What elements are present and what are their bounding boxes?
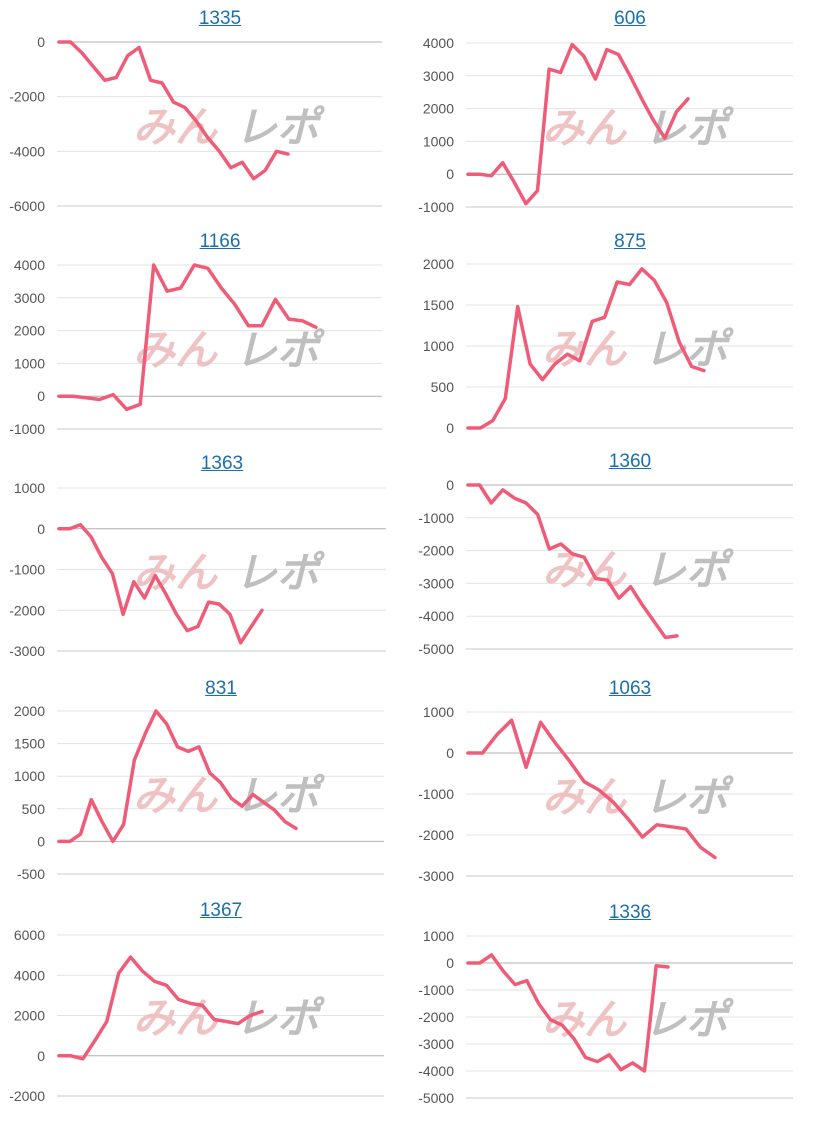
- watermark-logo: みんレポ: [133, 102, 325, 151]
- y-tick-label: -2000: [418, 1009, 454, 1025]
- y-tick-label: 0: [37, 388, 45, 404]
- svg-text:レポ: レポ: [644, 545, 734, 594]
- svg-text:レポ: レポ: [644, 995, 734, 1044]
- y-tick-label: -4000: [418, 1063, 454, 1079]
- svg-text:レポ: レポ: [235, 325, 325, 374]
- y-tick-label: 1500: [14, 736, 45, 752]
- y-tick-label: 1000: [14, 355, 45, 371]
- line-chart: 4000 3000 2000 1000 0 -1000 みんレポ: [0, 241, 409, 451]
- y-tick-label: 0: [37, 1048, 45, 1064]
- y-tick-label: -5000: [418, 1090, 454, 1106]
- y-tick-label: -3000: [418, 868, 454, 884]
- y-tick-label: 1000: [423, 704, 454, 720]
- y-tick-label: 1000: [423, 928, 454, 944]
- series-line: [59, 525, 262, 643]
- y-tick-label: -500: [17, 866, 45, 882]
- y-tick-label: 4000: [423, 35, 454, 51]
- y-tick-label: 0: [37, 833, 45, 849]
- svg-text:みん: みん: [542, 103, 628, 152]
- y-tick-label: -1000: [418, 786, 454, 802]
- svg-text:みん: みん: [133, 771, 219, 820]
- line-chart: 1000 0 -1000 -2000 -3000 みんレポ: [0, 464, 409, 674]
- y-tick-label: 0: [37, 34, 45, 50]
- svg-text:みん: みん: [133, 994, 219, 1043]
- y-tick-label: 4000: [14, 257, 45, 273]
- line-chart: 1000 0 -1000 -2000 -3000 みんレポ: [409, 688, 818, 898]
- svg-text:レポ: レポ: [235, 771, 325, 820]
- svg-text:レポ: レポ: [235, 548, 325, 597]
- y-tick-label: 0: [446, 420, 454, 436]
- y-tick-label: 2000: [14, 1008, 45, 1024]
- y-tick-label: 3000: [14, 290, 45, 306]
- y-tick-label: 0: [446, 477, 454, 493]
- y-tick-label: 0: [446, 745, 454, 761]
- watermark-logo: みんレポ: [542, 772, 734, 821]
- y-tick-label: 0: [446, 955, 454, 971]
- y-tick-label: 0: [446, 166, 454, 182]
- y-tick-label: -3000: [418, 575, 454, 591]
- y-tick-label: -4000: [9, 143, 45, 159]
- y-tick-label: 2000: [423, 256, 454, 272]
- y-tick-label: 2000: [423, 101, 454, 117]
- y-tick-label: -2000: [9, 602, 45, 618]
- y-tick-label: 6000: [14, 927, 45, 943]
- y-tick-label: 500: [431, 379, 455, 395]
- y-tick-label: -1000: [9, 562, 45, 578]
- svg-text:レポ: レポ: [644, 772, 734, 821]
- svg-text:みん: みん: [133, 548, 219, 597]
- y-tick-label: 1500: [423, 297, 454, 313]
- y-tick-label: -1000: [418, 199, 454, 215]
- svg-text:みん: みん: [542, 995, 628, 1044]
- y-tick-label: 1000: [423, 133, 454, 149]
- y-tick-label: -2000: [9, 1088, 45, 1104]
- y-tick-label: -1000: [418, 510, 454, 526]
- watermark-logo: みんレポ: [542, 324, 734, 373]
- y-tick-label: 0: [37, 521, 45, 537]
- y-tick-label: -1000: [9, 421, 45, 437]
- svg-text:みん: みん: [542, 545, 628, 594]
- svg-text:レポ: レポ: [235, 102, 325, 151]
- y-tick-label: -2000: [418, 827, 454, 843]
- line-chart: 2000 1500 1000 500 0 みんレポ: [409, 240, 818, 450]
- watermark-logo: みんレポ: [133, 994, 325, 1043]
- y-tick-label: 1000: [423, 338, 454, 354]
- y-tick-label: 3000: [423, 68, 454, 84]
- y-tick-label: 1000: [14, 768, 45, 784]
- y-tick-label: -1000: [418, 982, 454, 998]
- y-tick-label: -2000: [9, 89, 45, 105]
- line-chart: 2000 1500 1000 500 0 -500 みんレポ: [0, 687, 409, 897]
- y-tick-label: 4000: [14, 967, 45, 983]
- svg-text:みん: みん: [133, 102, 219, 151]
- y-tick-label: -2000: [418, 543, 454, 559]
- y-tick-label: 1000: [14, 480, 45, 496]
- line-chart: 4000 3000 2000 1000 0 -1000 みんレポ: [409, 19, 818, 229]
- svg-text:みん: みん: [542, 772, 628, 821]
- watermark-logo: みんレポ: [133, 325, 325, 374]
- y-tick-label: -3000: [418, 1036, 454, 1052]
- y-tick-label: -6000: [9, 198, 45, 214]
- y-tick-label: 2000: [14, 323, 45, 339]
- line-chart: 0 -1000 -2000 -3000 -4000 -5000 みんレポ: [409, 461, 818, 671]
- watermark-logo: みんレポ: [542, 103, 734, 152]
- svg-text:レポ: レポ: [644, 324, 734, 373]
- y-tick-label: 2000: [14, 703, 45, 719]
- line-chart: 1000 0 -1000 -2000 -3000 -4000 -5000 みんレポ: [409, 912, 818, 1122]
- y-tick-label: -5000: [418, 641, 454, 657]
- line-chart: 0 -2000 -4000 -6000 みんレポ: [0, 18, 409, 228]
- y-tick-label: -4000: [418, 608, 454, 624]
- y-tick-label: -3000: [9, 643, 45, 659]
- line-chart: 6000 4000 2000 0 -2000 みんレポ: [0, 911, 409, 1121]
- y-tick-label: 500: [22, 801, 46, 817]
